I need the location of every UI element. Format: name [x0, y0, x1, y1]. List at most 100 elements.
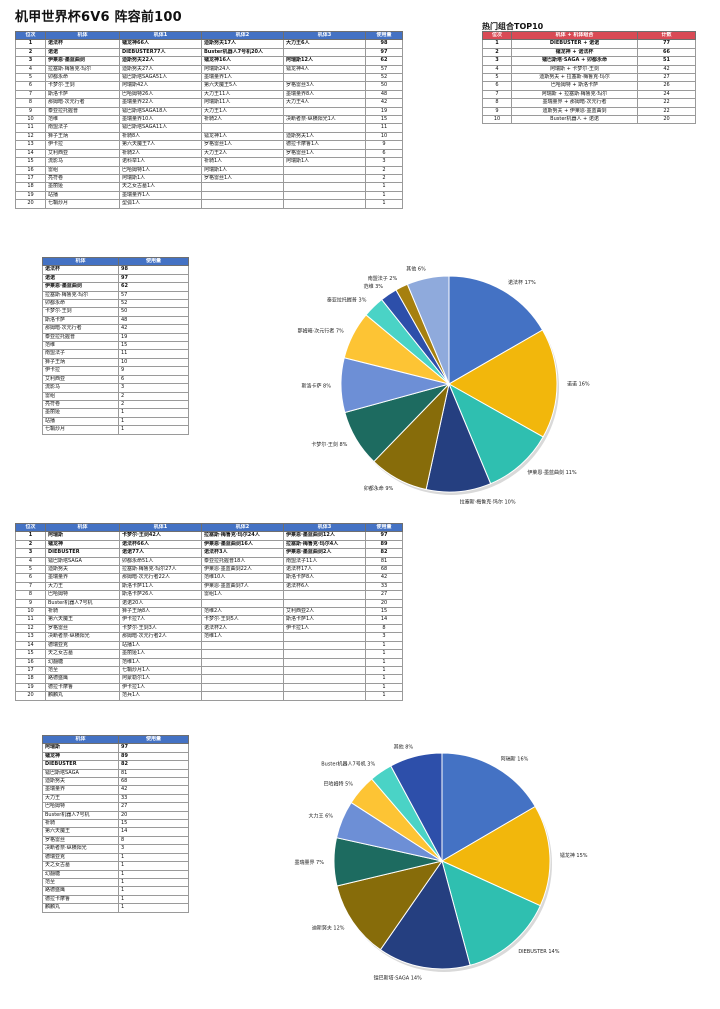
pie-data-label: 卯都永命 9%	[364, 485, 394, 492]
table-cell: 诺诺20人	[119, 598, 202, 609]
table-cell: 50	[365, 81, 403, 91]
table-cell: 镭龙神4人	[283, 64, 366, 75]
table-cell: 阿瑞斯11人	[201, 98, 284, 108]
table-row: 5 迪斯努夫 + 拉塞斯·梅鲁克·玛尔 27	[482, 73, 696, 83]
table-cell: 97	[365, 47, 403, 58]
table-cell: 迪斯努夫1人	[283, 131, 366, 142]
table-cell: 19	[15, 682, 46, 693]
table-cell: 2	[118, 391, 189, 401]
table-cell	[283, 182, 366, 192]
table-row: 泰亚拉托握普 19	[42, 332, 189, 343]
table-row: 4 镭巴斯塔SAGA 卯都永命51人 泰亚拉托握普18人 南盟法子11人 81	[15, 556, 403, 567]
table-cell: 42	[365, 98, 403, 108]
table-cell: 艾利西亚	[45, 148, 120, 159]
table-cell	[283, 173, 366, 184]
table-cell: 27	[365, 590, 403, 600]
table-cell: 墨丽娅	[45, 182, 120, 192]
table-cell: 天之女古墓1人	[119, 182, 202, 192]
table-row: 2 诺诺 DIEBUSTER77人 Buster机器人7号机20人 97	[15, 47, 403, 58]
table-cell: 10	[365, 131, 403, 142]
table-cell: 26	[637, 81, 696, 91]
pie-data-label: 伊莱恩·墨蓝曲剑 11%	[527, 469, 577, 476]
table-cell: 22	[637, 106, 696, 117]
table-cell: 16	[15, 165, 46, 175]
table-cell: 14	[118, 827, 189, 837]
table-cell: DIEBUSTER77人	[119, 47, 202, 58]
table-cell: 南盟法子	[45, 123, 120, 133]
column-header: 机体 + 机体组合	[511, 30, 638, 41]
table-cell: 82	[365, 548, 403, 558]
table-cell: 路德盛鹰	[42, 886, 119, 896]
table-cell: 1	[365, 649, 403, 659]
table-cell: 42	[118, 785, 189, 795]
table-cell: 狮子王炳	[42, 357, 119, 368]
header-row: 位次 机体 机体1 机体2 机体3 使用量	[15, 30, 403, 41]
table-cell: 1	[365, 691, 403, 701]
table-row: 艾利西亚 6	[42, 374, 189, 385]
table-cell: 伊莱恩·墨蓝曲剑	[42, 282, 119, 292]
table-cell	[283, 657, 366, 667]
table-cell: 拉塞斯·梅鲁克·玛尔	[42, 290, 119, 301]
column-header: 位次	[15, 30, 46, 41]
table-cell: 42	[365, 573, 403, 583]
pie-slice	[406, 275, 450, 385]
table-cell: 德拉卡摩鲁1人	[283, 140, 366, 150]
table-cell: 诺诺	[42, 273, 119, 284]
table-cell: 1	[118, 416, 189, 427]
table-row: 祈騎 15	[42, 819, 189, 829]
table-cell: 第六天魔王	[45, 615, 120, 625]
table-cell: 巴哈姆特1人	[119, 165, 202, 175]
table-cell: 镭龙神1人	[201, 131, 284, 142]
table-cell: 2	[15, 47, 46, 58]
table-row: 德瑞亚克 1	[42, 852, 189, 863]
pie-slice	[447, 382, 544, 485]
table-cell: 伊莱恩·墨蓝曲剑16人	[201, 539, 284, 550]
table-row: 墨丽娅 1	[42, 408, 189, 418]
table-cell: 镭巴斯塔SAGA	[45, 556, 120, 567]
table-cell: 伊卡拉	[42, 366, 119, 376]
table-cell: 迪斯努夫 + 伊莱恩·墨蓝曲剑	[511, 106, 638, 117]
table-cell: 8	[482, 98, 512, 108]
table-cell	[283, 199, 366, 209]
table-row: 9 迪斯努夫 + 伊莱恩·墨蓝曲剑 22	[482, 106, 696, 117]
table-cell: 那姆暗·次元行者	[45, 98, 120, 108]
pie-slice	[448, 275, 544, 385]
table-cell: 11	[118, 349, 189, 359]
table-cell: 大力王	[42, 793, 119, 804]
table-row: 七鞘炒月 1	[42, 425, 189, 435]
table-cell: 57	[365, 64, 403, 75]
table-cell: 5	[15, 565, 46, 575]
table-cell	[201, 657, 284, 667]
table-cell: 镭巴斯塔·SAGA + 卯都永命	[511, 56, 638, 66]
column-header: 机体2	[201, 522, 284, 533]
table-row: 16 幻翻糖 范维1人 1	[15, 657, 403, 667]
table-cell: 大力王6人	[283, 39, 366, 49]
table-row: 雷组 2	[42, 391, 189, 401]
table-cell: 24	[637, 89, 696, 100]
table-row: 天之女古墓 1	[42, 861, 189, 871]
pie-data-label: 泰亚拉托握普 3%	[327, 297, 367, 304]
table-cell: 大力王1人	[201, 106, 284, 117]
pie-slice	[441, 752, 536, 862]
table-cell	[283, 123, 366, 133]
table-cell: 卯都永命	[45, 73, 120, 83]
table-cell: 12	[15, 131, 46, 142]
table-row: 狮子王炳 10	[42, 357, 189, 368]
pie-data-label: 范维 3%	[364, 283, 384, 290]
table-cell: 镭巴斯塔SAGA51人	[119, 73, 202, 83]
table-cell: 七鞘炒月1人	[119, 665, 202, 676]
table-cell: 罗格雷丝1人	[201, 140, 284, 150]
table-cell: 68	[365, 565, 403, 575]
table-cell: 20	[637, 115, 696, 125]
column-header: 使用量	[118, 734, 189, 745]
table-cell: Buster机器人7号机	[45, 598, 120, 609]
table-cell: 81	[365, 556, 403, 567]
table-cell: 42	[118, 324, 189, 334]
table-cell: 62	[365, 56, 403, 66]
table-cell: 卡梦尔·王剑	[45, 81, 120, 91]
table-cell: 伊卡拉7人	[119, 615, 202, 625]
table-cell: 祈騎2人	[119, 148, 202, 159]
table-cell: 诺法杯2人	[201, 623, 284, 634]
table-cell: 14	[365, 615, 403, 625]
table-cell: 6	[365, 148, 403, 159]
